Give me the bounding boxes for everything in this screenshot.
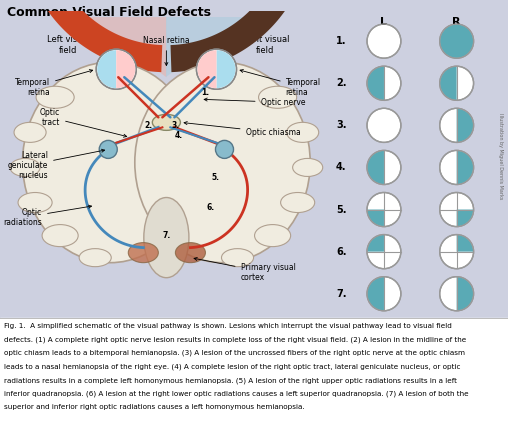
- Wedge shape: [457, 210, 473, 226]
- Ellipse shape: [255, 225, 291, 247]
- Ellipse shape: [175, 243, 205, 263]
- Text: 2.: 2.: [336, 78, 346, 88]
- Text: L: L: [380, 17, 388, 27]
- Polygon shape: [167, 17, 247, 77]
- Circle shape: [440, 235, 473, 269]
- Ellipse shape: [135, 62, 310, 263]
- Text: inferior quadranopsia. (6) A lesion at the right lower optic radiations causes a: inferior quadranopsia. (6) A lesion at t…: [4, 391, 468, 397]
- Text: 7.: 7.: [336, 289, 346, 299]
- Text: Lateral
geniculate
nucleus: Lateral geniculate nucleus: [8, 149, 105, 180]
- Circle shape: [96, 49, 136, 89]
- Text: 1.: 1.: [201, 88, 209, 97]
- Text: Optic nerve: Optic nerve: [204, 98, 305, 107]
- Polygon shape: [85, 17, 167, 77]
- Wedge shape: [440, 66, 457, 100]
- Text: defects. (1) A complete right optic nerve lesion results in complete loss of the: defects. (1) A complete right optic nerv…: [4, 337, 466, 343]
- Text: Temporal
retina: Temporal retina: [15, 69, 92, 97]
- Text: 4.: 4.: [336, 162, 346, 173]
- Text: 2.: 2.: [144, 121, 152, 130]
- Wedge shape: [457, 277, 473, 311]
- Circle shape: [440, 24, 473, 58]
- Text: Optic
tract: Optic tract: [40, 108, 126, 137]
- Text: Optic
radiations: Optic radiations: [4, 205, 91, 227]
- Text: 6.: 6.: [206, 203, 214, 212]
- Ellipse shape: [14, 122, 46, 142]
- Wedge shape: [367, 66, 384, 100]
- Wedge shape: [457, 151, 473, 184]
- Circle shape: [440, 193, 473, 227]
- Text: 1.: 1.: [336, 36, 346, 46]
- Ellipse shape: [10, 158, 40, 176]
- Ellipse shape: [42, 225, 78, 247]
- Ellipse shape: [18, 193, 52, 213]
- Wedge shape: [216, 50, 236, 88]
- Ellipse shape: [259, 86, 297, 108]
- Text: 4.: 4.: [174, 131, 182, 140]
- Text: Left visual
field: Left visual field: [47, 35, 90, 55]
- Text: Fig. 1.  A simplified schematic of the visual pathway is shown. Lesions which in: Fig. 1. A simplified schematic of the vi…: [4, 323, 452, 329]
- Circle shape: [367, 150, 401, 184]
- Ellipse shape: [293, 158, 323, 176]
- Circle shape: [440, 24, 473, 58]
- Text: optic chiasm leads to a bitemporal hemianopsia. (3) A lesion of the uncrossed fi: optic chiasm leads to a bitemporal hemia…: [4, 350, 465, 357]
- Ellipse shape: [221, 249, 253, 267]
- Text: 6.: 6.: [336, 247, 346, 256]
- Circle shape: [215, 141, 234, 158]
- Text: Illustration by Miguel Dennis Marks: Illustration by Miguel Dennis Marks: [498, 113, 503, 199]
- Circle shape: [367, 193, 401, 227]
- Circle shape: [440, 277, 473, 311]
- Text: radiations results in a complete left homonymous hemianopsia. (5) A lesion of th: radiations results in a complete left ho…: [4, 377, 457, 383]
- Ellipse shape: [287, 122, 319, 142]
- Text: Right visual
field: Right visual field: [240, 35, 290, 55]
- Wedge shape: [198, 50, 216, 88]
- Ellipse shape: [280, 193, 314, 213]
- Wedge shape: [367, 151, 384, 184]
- Circle shape: [367, 108, 401, 142]
- Circle shape: [197, 49, 237, 89]
- Text: superior and inferior right optic radiations causes a left homonymous hemianopsi: superior and inferior right optic radiat…: [4, 404, 305, 410]
- Text: Optic chiasma: Optic chiasma: [184, 121, 300, 137]
- Text: R: R: [453, 17, 461, 27]
- Text: 5.: 5.: [336, 204, 346, 215]
- Text: 3.: 3.: [336, 120, 346, 130]
- Bar: [0, 318, 508, 426]
- Circle shape: [367, 235, 401, 269]
- Text: 5.: 5.: [211, 173, 219, 182]
- Text: Nasal retina: Nasal retina: [143, 36, 189, 66]
- Circle shape: [367, 277, 401, 311]
- Text: Primary visual
cortex: Primary visual cortex: [194, 257, 296, 282]
- Polygon shape: [171, 0, 290, 72]
- Ellipse shape: [144, 198, 189, 278]
- Wedge shape: [367, 277, 384, 311]
- Ellipse shape: [22, 62, 198, 263]
- Wedge shape: [97, 50, 116, 88]
- Text: leads to a nasal hemianopsia of the right eye. (4) A complete lesion of the righ: leads to a nasal hemianopsia of the righ…: [4, 363, 460, 370]
- Text: 3.: 3.: [171, 121, 179, 130]
- Text: Common Visual Field Defects: Common Visual Field Defects: [7, 6, 211, 19]
- Wedge shape: [367, 235, 384, 252]
- Ellipse shape: [152, 114, 180, 130]
- Circle shape: [99, 141, 117, 158]
- Text: Temporal
retina: Temporal retina: [240, 69, 321, 97]
- Circle shape: [367, 66, 401, 100]
- Circle shape: [440, 66, 473, 100]
- Circle shape: [440, 150, 473, 184]
- Circle shape: [367, 24, 401, 58]
- Wedge shape: [457, 109, 473, 142]
- Ellipse shape: [79, 249, 111, 267]
- Text: 7.: 7.: [162, 231, 171, 240]
- Wedge shape: [116, 50, 135, 88]
- Wedge shape: [457, 235, 473, 252]
- Ellipse shape: [36, 86, 74, 108]
- Polygon shape: [43, 0, 162, 72]
- Ellipse shape: [129, 243, 158, 263]
- Circle shape: [440, 108, 473, 142]
- Wedge shape: [367, 210, 384, 226]
